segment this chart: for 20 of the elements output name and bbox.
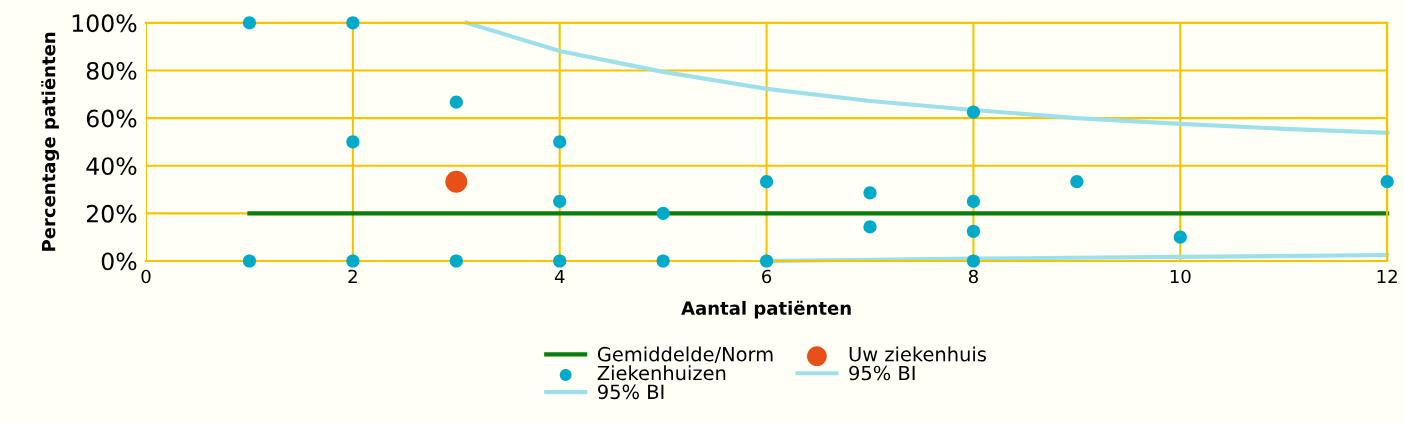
legend-label: 95% BI: [849, 365, 915, 381]
x-tick-label: 0: [141, 269, 151, 284]
x-axis-title: Aantal patiënten: [681, 300, 851, 319]
legend-label: Gemiddelde/Norm: [597, 346, 773, 364]
y-tick-label: 60%: [86, 109, 137, 128]
y-tick-label: 100%: [72, 14, 137, 33]
y-tick-label: 40%: [86, 157, 137, 176]
x-tick-label: 8: [968, 269, 978, 284]
y-tick-label: 20%: [86, 204, 137, 223]
legend-label: 95% BI: [598, 384, 664, 400]
x-tick-label: 2: [348, 269, 357, 284]
legend-label: Ziekenhuizen: [597, 365, 726, 381]
x-tick-label: 6: [762, 269, 772, 284]
y-tick-label: 0%: [101, 252, 137, 271]
y-axis-title: Percentage patiënten: [41, 32, 60, 251]
x-tick-label: 10: [1170, 269, 1191, 284]
x-tick-label: 12: [1377, 269, 1397, 284]
x-tick-label: 4: [554, 269, 565, 284]
legend-label: Uw ziekenhuis: [849, 346, 986, 362]
y-tick-label: 80%: [86, 61, 137, 80]
